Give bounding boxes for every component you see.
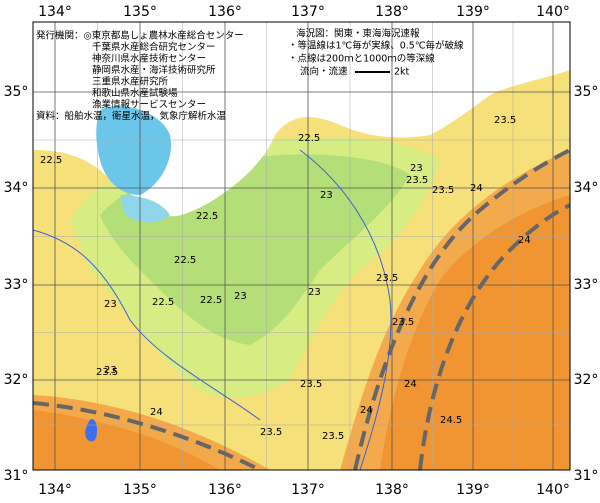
y-tick-label: 32°: [574, 372, 599, 388]
isotherm-label: 23.5: [300, 379, 322, 390]
x-tick-label: 134°: [38, 4, 72, 20]
isotherm: [32, 229, 261, 421]
land: [33, 22, 570, 217]
legend-text: 静岡県水産・海洋技術研究所: [92, 64, 216, 76]
isotherm-label: 23: [234, 291, 247, 302]
x-tick-label: 135°: [123, 482, 157, 498]
isotherm-label: 23: [308, 287, 321, 298]
y-tick-label: 33°: [4, 277, 29, 293]
isotherm-label: 23.5: [96, 367, 118, 378]
isotherm-label: 24: [404, 379, 417, 390]
bay-cyan: [120, 195, 170, 223]
legend: 発行機関：◎東京都島しょ農林水産総合センター千葉県水産総合研究センター神奈川県水…: [36, 28, 464, 123]
y-tick-label: 35°: [4, 84, 29, 100]
axes: 134° 134° 135° 135° 136° 136° 137° 137° 138° 138°…: [4, 4, 599, 498]
y-tick-label: 31°: [574, 468, 599, 484]
cold-spot: [85, 419, 98, 442]
x-tick-label: 140°: [536, 482, 570, 498]
isotherm-label: 22.5: [174, 255, 196, 266]
isotherm-label: 23: [104, 299, 117, 310]
legend-text: 千葉県水産総合研究センター: [92, 41, 216, 53]
x-tick-label: 136°: [208, 482, 242, 498]
legend-text: 漁業情報サービスセンター: [92, 99, 206, 111]
x-tick-label: 135°: [123, 4, 157, 20]
isotherm-label: 23.5: [322, 431, 344, 442]
legend-text: 資料：船舶水温，衛星水温，気象庁解析水温: [36, 110, 227, 122]
isotherm-label: 23.5: [494, 115, 516, 126]
current-axis: [418, 203, 571, 471]
x-tick-label: 138°: [375, 4, 409, 20]
legend-text: 発行機関：◎東京都島しょ農林水産総合センター: [36, 30, 244, 42]
map-frame: [32, 21, 571, 471]
isotherm-label: 23: [410, 163, 423, 174]
legend-text: ・点線は200ｍと1000ｍの等深線: [288, 53, 435, 65]
isotherm-label: 22.5: [40, 155, 62, 166]
isotherm-label: 23.5: [406, 175, 428, 186]
current-axis: [353, 148, 571, 471]
legend-text: 三重県水産研究所: [92, 76, 169, 88]
legend-text: 海況図：関東・東海海況速報: [296, 28, 420, 40]
x-tick-label: 139°: [456, 482, 490, 498]
legend-right: 海況図：関東・東海海況速報・等温線は1℃毎が実線、0.5℃毎が破線・点線は200…: [288, 28, 464, 78]
y-tick-label: 31°: [4, 468, 29, 484]
isotherm-label: 23.5: [260, 427, 282, 438]
isotherm-label: 23: [320, 190, 333, 201]
isotherm-label: 23.5: [432, 185, 454, 196]
y-tick-label: 32°: [4, 372, 29, 388]
isotherm-label: 24.5: [440, 415, 462, 426]
bay-cyan: [96, 106, 171, 195]
isotherm-label: 24: [360, 405, 373, 416]
isotherm-label: 23.5: [376, 273, 398, 284]
x-tick-label: 137°: [291, 4, 325, 20]
isotherm: [299, 149, 392, 471]
isotherm-label: 23.5: [392, 317, 414, 328]
isotherm-label: 22.5: [196, 211, 218, 222]
y-tick-label: 35°: [574, 84, 599, 100]
legend-text: 神奈川県水産技術センター: [92, 53, 206, 65]
x-tick-label: 136°: [208, 4, 242, 20]
isotherm-label: 23: [104, 365, 117, 376]
x-tick-label: 139°: [456, 4, 490, 20]
x-tick-label: 140°: [536, 4, 570, 20]
isotherm-label: 22.5: [152, 297, 174, 308]
legend-text: 流向・流速: [300, 66, 348, 78]
y-tick-label: 34°: [574, 180, 599, 196]
isotherm-label: 22.5: [298, 133, 320, 144]
map-area: [32, 21, 571, 472]
isotherm-label: 24: [150, 407, 163, 418]
x-tick-label: 134°: [38, 482, 72, 498]
legend-left: 発行機関：◎東京都島しょ農林水産総合センター千葉県水産総合研究センター神奈川県水…: [36, 30, 244, 123]
isotherm-label: 24: [518, 235, 531, 246]
legend-text: 和歌山県水産試験場: [92, 87, 178, 99]
current-axis: [32, 401, 261, 472]
x-tick-label: 137°: [291, 482, 325, 498]
legend-text: ・等温線は1℃毎が実線、0.5℃毎が破線: [288, 40, 464, 52]
legend-text: 2kt: [394, 67, 410, 78]
isotherm-label: 24: [470, 183, 483, 194]
x-tick-label: 138°: [375, 482, 409, 498]
y-tick-label: 34°: [4, 180, 29, 196]
isotherm-label: 22.5: [200, 295, 222, 306]
y-tick-label: 33°: [574, 277, 599, 293]
